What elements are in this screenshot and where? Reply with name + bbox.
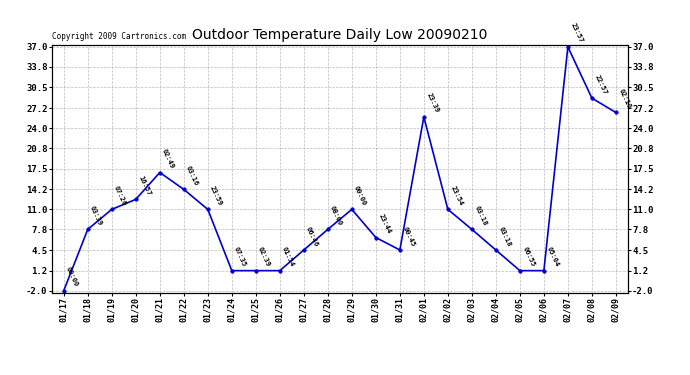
Text: 08:00: 08:00 bbox=[329, 205, 344, 226]
Text: 00:00: 00:00 bbox=[65, 266, 79, 288]
Text: 16:57: 16:57 bbox=[137, 175, 152, 196]
Title: Outdoor Temperature Daily Low 20090210: Outdoor Temperature Daily Low 20090210 bbox=[192, 28, 488, 42]
Text: 23:44: 23:44 bbox=[377, 213, 392, 235]
Text: 05:04: 05:04 bbox=[545, 246, 560, 268]
Text: 23:57: 23:57 bbox=[569, 22, 584, 44]
Text: 07:26: 07:26 bbox=[113, 185, 128, 207]
Text: 03:39: 03:39 bbox=[89, 205, 104, 226]
Text: 02:49: 02:49 bbox=[161, 148, 175, 170]
Text: Copyright 2009 Cartronics.com: Copyright 2009 Cartronics.com bbox=[52, 32, 186, 41]
Text: 03:18: 03:18 bbox=[497, 225, 512, 247]
Text: 23:39: 23:39 bbox=[425, 92, 440, 114]
Text: 06:46: 06:46 bbox=[305, 225, 319, 247]
Text: 06:55: 06:55 bbox=[521, 246, 535, 268]
Text: 07:35: 07:35 bbox=[233, 246, 248, 268]
Text: 00:00: 00:00 bbox=[353, 185, 368, 207]
Text: 01:54: 01:54 bbox=[282, 246, 295, 268]
Text: 02:39: 02:39 bbox=[257, 246, 272, 268]
Text: 23:59: 23:59 bbox=[209, 185, 224, 207]
Text: 03:16: 03:16 bbox=[185, 165, 199, 187]
Text: 00:45: 00:45 bbox=[401, 225, 415, 247]
Text: 23:54: 23:54 bbox=[449, 185, 464, 207]
Text: 22:57: 22:57 bbox=[593, 74, 608, 95]
Text: 03:18: 03:18 bbox=[473, 205, 488, 226]
Text: 02:10: 02:10 bbox=[618, 88, 632, 110]
